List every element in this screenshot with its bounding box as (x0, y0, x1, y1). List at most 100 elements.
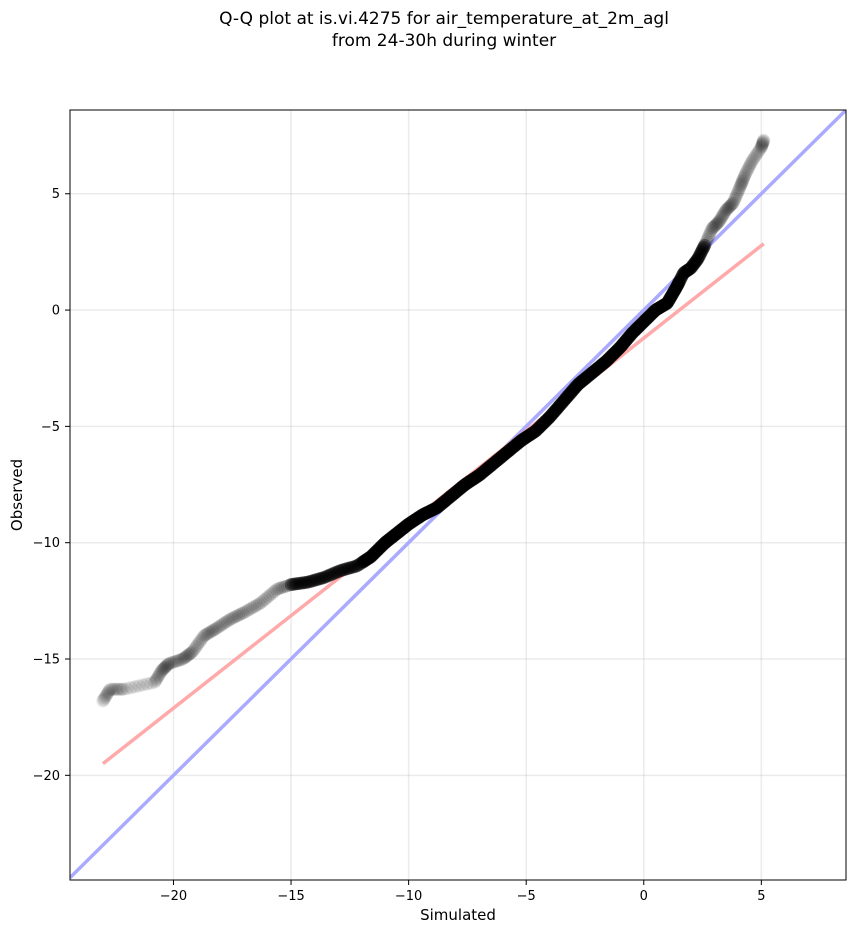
qq-point (241, 603, 255, 617)
qq-point (705, 222, 719, 236)
qq-point (301, 575, 315, 589)
qq-point (186, 644, 200, 658)
qq-point (140, 677, 154, 691)
qq-point (277, 580, 291, 594)
qq-point (340, 562, 354, 576)
qq-point (678, 265, 692, 279)
qq-point (712, 215, 726, 229)
qq-point (299, 575, 313, 589)
x-tick-label: −20 (160, 889, 187, 904)
qq-point (117, 682, 131, 696)
x-tick-label: 5 (757, 889, 765, 904)
qq-point (173, 653, 187, 667)
qq-point (319, 570, 333, 584)
qq-point (128, 680, 142, 694)
qq-point (297, 576, 311, 590)
qq-point (735, 174, 749, 188)
qq-point (273, 581, 287, 595)
qq-point (281, 579, 295, 593)
qq-point (717, 206, 731, 220)
qq-point (719, 203, 733, 217)
y-tick-label: −15 (33, 653, 60, 668)
qq-point (681, 263, 695, 277)
qq-point (267, 585, 281, 599)
qq-point (174, 653, 188, 667)
qq-point (156, 662, 170, 676)
qq-point (756, 134, 770, 148)
qq-point (149, 674, 163, 688)
qq-point (209, 621, 223, 635)
qq-point (230, 609, 244, 623)
qq-point (754, 141, 768, 155)
qq-point (252, 597, 266, 611)
qq-point (263, 588, 277, 602)
qq-point (688, 255, 702, 269)
qq-point (102, 683, 116, 697)
qq-point (697, 240, 711, 254)
qq-point (745, 154, 759, 168)
qq-point (163, 656, 177, 670)
qq-point (734, 177, 748, 191)
qq-point (756, 136, 770, 150)
qq-point (738, 168, 752, 182)
qq-point (332, 564, 346, 578)
qq-point (169, 654, 183, 668)
qq-point (206, 623, 220, 637)
qq-point (684, 261, 698, 275)
qq-point (682, 262, 696, 276)
qq-point (308, 573, 322, 587)
qq-point (739, 166, 753, 180)
qq-point (726, 196, 740, 210)
qq-point (676, 267, 690, 281)
qq-point (712, 214, 726, 228)
qq-point (672, 276, 686, 290)
qq-point (155, 663, 169, 677)
qq-point (254, 596, 268, 610)
qq-point (751, 145, 765, 159)
qq-point (716, 208, 730, 222)
qq-point (695, 244, 709, 258)
qq-point (291, 577, 305, 591)
qq-point (217, 617, 231, 631)
qq-point (722, 200, 736, 214)
qq-point (226, 611, 240, 625)
qq-point (203, 625, 217, 639)
y-tick-label: −20 (33, 769, 60, 784)
qq-point (99, 689, 113, 703)
y-tick-label: 0 (52, 304, 60, 319)
qq-point (744, 156, 758, 170)
qq-point (194, 633, 208, 647)
qq-point (730, 187, 744, 201)
qq-point (271, 582, 285, 596)
qq-point (708, 219, 722, 233)
qq-point (700, 232, 714, 246)
qq-point (153, 666, 167, 680)
qq-point (755, 139, 769, 153)
qq-point (151, 669, 165, 683)
qq-point (148, 675, 162, 689)
qq-point (132, 679, 146, 693)
qq-point (675, 268, 689, 282)
qq-point (756, 135, 770, 149)
qq-point (158, 660, 172, 674)
qq-point (97, 692, 111, 706)
qq-point (167, 655, 181, 669)
qq-point (674, 272, 688, 286)
qq-point (101, 685, 115, 699)
qq-point (181, 648, 195, 662)
qq-point (179, 650, 193, 664)
qq-point (704, 224, 718, 238)
qq-point (696, 242, 710, 256)
qq-point (233, 607, 247, 621)
qq-point (685, 260, 699, 274)
qq-point (740, 165, 754, 179)
qq-point (709, 218, 723, 232)
qq-point (231, 608, 245, 622)
qq-point (220, 614, 234, 628)
qq-point (107, 682, 121, 696)
qq-point (160, 659, 174, 673)
qq-point (743, 157, 757, 171)
qq-point (325, 567, 339, 581)
qq-point (741, 161, 755, 175)
qq-point (753, 143, 767, 157)
